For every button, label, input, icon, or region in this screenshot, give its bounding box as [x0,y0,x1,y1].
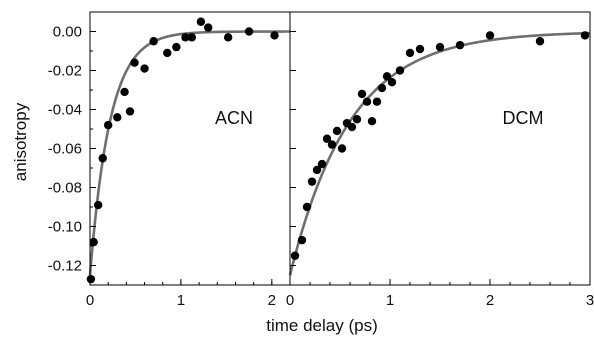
panel-frame-acn [90,12,290,285]
data-point-acn [149,37,157,45]
data-point-dcm [373,98,381,106]
data-point-acn [197,18,205,26]
data-point-dcm [348,123,356,131]
data-point-acn [163,49,171,57]
data-point-dcm [388,78,396,86]
data-point-dcm [378,84,386,92]
data-point-acn [87,275,95,283]
y-tick-label: -0.12 [48,258,82,275]
x-tick-label: 0 [286,292,294,309]
x-tick-label: 2 [486,292,494,309]
data-point-acn [89,238,97,246]
x-tick-label: 3 [586,292,594,309]
data-point-dcm [486,31,494,39]
data-point-dcm [456,41,464,49]
data-point-acn [94,201,102,209]
data-point-acn [188,33,196,41]
data-point-acn [126,107,134,115]
data-point-dcm [436,43,444,51]
data-point-acn [130,59,138,67]
y-axis-title: anisotropy [11,102,30,181]
x-tick-label: 0 [86,292,94,309]
x-tick-label: 1 [386,292,394,309]
data-point-dcm [396,66,404,74]
data-point-dcm [406,49,414,57]
data-point-dcm [358,90,366,98]
data-point-acn [224,33,232,41]
data-point-acn [104,121,112,129]
fit-curve-dcm [290,33,590,275]
data-point-dcm [368,117,376,125]
data-point-dcm [333,127,341,135]
data-point-dcm [536,37,544,45]
x-tick-label: 1 [177,292,185,309]
y-tick-label: -0.04 [48,102,82,119]
x-axis-title: time delay (ps) [266,316,377,335]
data-point-dcm [303,203,311,211]
data-point-acn [120,88,128,96]
data-point-dcm [328,140,336,148]
panel-label-acn: ACN [215,108,253,128]
panel-label-dcm: DCM [503,108,544,128]
y-tick-label: -0.10 [48,219,82,236]
data-point-dcm [291,252,299,260]
data-point-dcm [318,160,326,168]
data-point-acn [204,23,212,31]
data-point-dcm [581,31,589,39]
data-point-dcm [416,45,424,53]
data-point-acn [270,31,278,39]
plot-layer: 0 1 2 ACN 0 1 2 3 DCM 0.00 -0.02 -0.04 -0.06 -0.08 -0.… [48,12,594,309]
data-point-acn [113,113,121,121]
data-point-dcm [363,98,371,106]
y-tick-label: -0.02 [48,63,82,80]
data-point-dcm [298,236,306,244]
y-tick-label: -0.06 [48,141,82,158]
data-point-dcm [353,115,361,123]
data-point-dcm [308,177,316,185]
x-tick-label: 2 [268,292,276,309]
data-point-acn [99,154,107,162]
y-tick-label: 0.00 [53,24,82,41]
fit-curve-acn [90,32,290,276]
data-point-acn [245,27,253,35]
y-tick-label: -0.08 [48,180,82,197]
data-point-acn [140,64,148,72]
data-point-dcm [338,144,346,152]
data-point-acn [172,43,180,51]
